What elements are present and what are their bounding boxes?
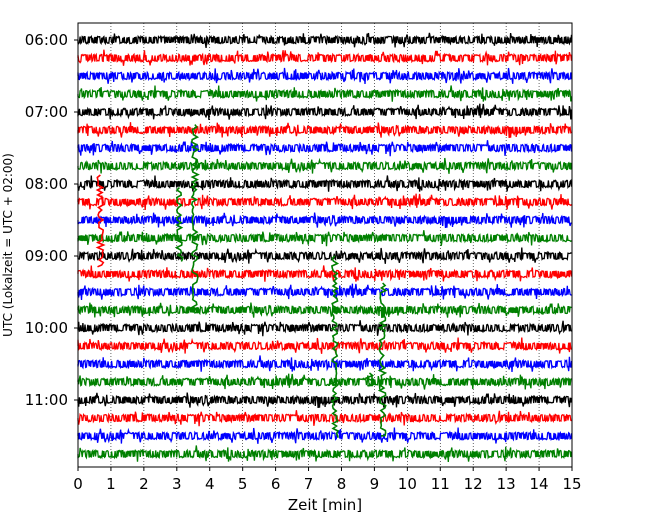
trace-row-09:15: [77, 265, 573, 282]
trace-row-06:30: [77, 67, 573, 85]
grid-lines: [110, 23, 540, 467]
trace-row-09:00: [77, 247, 572, 264]
x-tick-label: 15: [562, 475, 581, 493]
trace-row-06:00: [77, 32, 573, 49]
trace-row-11:30: [77, 427, 573, 444]
x-tick-label: 14: [530, 475, 549, 493]
x-tick-label: 13: [497, 475, 516, 493]
trace-row-11:15: [77, 410, 572, 427]
trace-row-07:30: [77, 140, 573, 157]
x-tick-label: 12: [464, 475, 483, 493]
x-tick-label: 9: [370, 475, 380, 493]
trace-row-07:15: [77, 122, 572, 138]
x-tick-label: 5: [238, 475, 248, 493]
trace-row-08:30: [77, 212, 572, 228]
event-spike: [364, 372, 375, 387]
y-tick-label: 09:00: [25, 247, 68, 265]
plot-frame: [77, 22, 573, 468]
trace-row-10:30: [77, 355, 573, 372]
trace-row-11:00: [77, 392, 573, 408]
x-axis-label: Zeit [min]: [288, 496, 362, 514]
trace-row-10:00: [77, 320, 572, 337]
x-tick-label: 1: [106, 475, 116, 493]
x-tick-label: 8: [337, 475, 347, 493]
x-axis-ticks: 0 1 2 3 4 5 6 7 8 9 10 11 12 13 14 15: [73, 467, 582, 493]
event-spike: [95, 174, 106, 268]
x-tick-label: 7: [304, 475, 314, 493]
trace-row-09:30: [77, 283, 572, 300]
event-spike: [190, 124, 202, 311]
event-spike: [330, 255, 340, 438]
x-tick-label: 11: [431, 475, 450, 493]
trace-row-08:45: [77, 230, 572, 247]
trace-row-08:15: [77, 193, 573, 210]
trace-row-10:45: [77, 373, 572, 390]
trace-row-09:45: [77, 302, 572, 318]
trace-row-06:45: [77, 85, 573, 102]
trace-row-07:00: [77, 103, 573, 120]
x-tick-label: 0: [73, 475, 83, 493]
event-spikes: [95, 124, 388, 438]
trace-row-10:15: [77, 337, 572, 354]
x-tick-label: 2: [139, 475, 149, 493]
trace-row-11:45: [77, 445, 573, 462]
event-spike: [377, 282, 388, 437]
y-tick-label: 10:00: [25, 319, 68, 337]
y-tick-label: 07:00: [25, 103, 68, 121]
trace-row-08:00: [77, 175, 573, 192]
trace-rows: [77, 32, 573, 462]
x-tick-label: 10: [398, 475, 417, 493]
event-spike: [174, 187, 184, 262]
x-tick-label: 4: [205, 475, 215, 493]
trace-row-07:45: [77, 157, 573, 174]
x-tick-label: 6: [271, 475, 281, 493]
trace-row-06:15: [77, 49, 573, 66]
y-axis-ticks: 06:00 07:00 08:00 09:00 10:00 11:00: [25, 31, 78, 409]
y-tick-label: 08:00: [25, 175, 68, 193]
y-tick-label: 06:00: [25, 31, 68, 49]
x-tick-label: 3: [172, 475, 182, 493]
y-tick-label: 11:00: [25, 391, 68, 409]
y-axis-label: UTC (Lokalzeit = UTC + 02:00): [1, 153, 15, 337]
